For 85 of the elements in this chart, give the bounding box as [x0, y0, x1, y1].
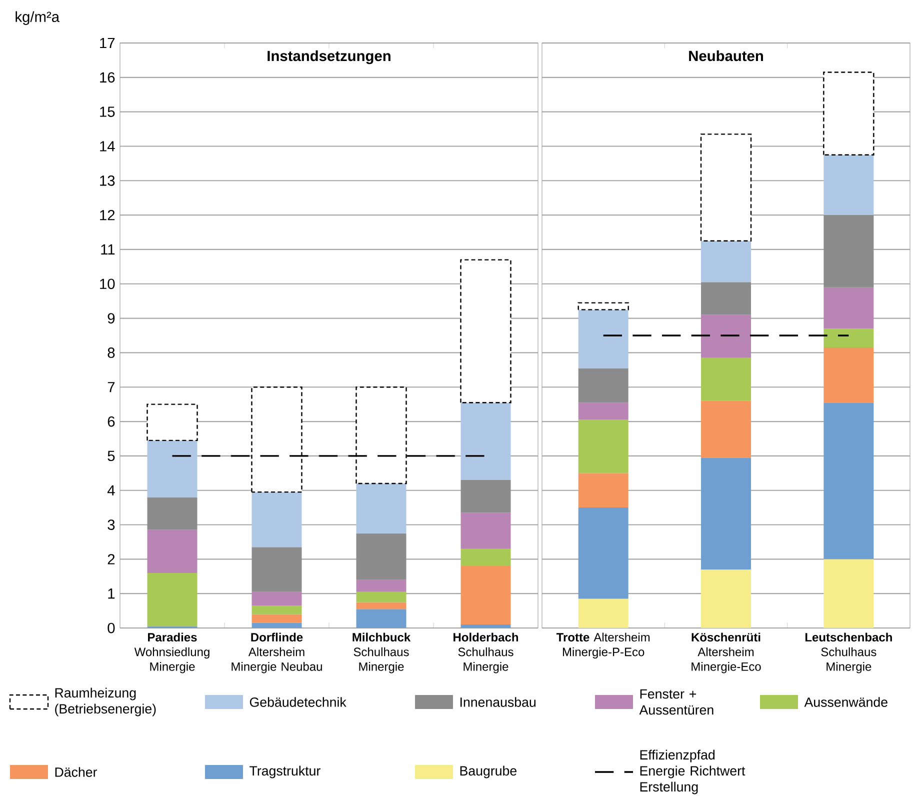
y-tick-label: 5 — [108, 450, 115, 462]
legend-label: Tragstruktur — [250, 766, 320, 778]
bar — [578, 598, 628, 628]
x-tick-label: Leutschenbach Schulhaus Minergie — [805, 632, 892, 674]
y-tick-label: 12 — [100, 210, 115, 220]
bar — [252, 622, 302, 628]
legend-label: Baugrube — [460, 766, 516, 778]
y-tick-label: 8 — [108, 348, 115, 358]
bar — [823, 72, 874, 156]
bar — [356, 533, 406, 580]
x-tick-label: Dorflinde Altersheim Minergie Neubau — [232, 632, 322, 674]
bar — [252, 614, 302, 623]
y-tick-label: 4 — [107, 485, 115, 496]
bar — [356, 592, 406, 602]
y-tick-label: 11 — [101, 244, 115, 255]
bar — [252, 547, 302, 592]
bar — [578, 473, 628, 508]
y-tick-label: 17 — [100, 38, 115, 48]
bar — [460, 624, 511, 628]
bar — [701, 358, 752, 401]
legend-label: Fenster + Aussentüren — [639, 689, 714, 715]
bar — [356, 580, 406, 592]
y-tick-label: 7 — [108, 382, 115, 392]
bar — [460, 480, 511, 513]
bar — [824, 348, 874, 403]
y-tick-label: 14 — [100, 141, 115, 152]
bar — [252, 492, 302, 548]
bar — [701, 314, 752, 358]
bar — [252, 606, 302, 614]
legend-label: Raumheizung (Betriebsenergie) — [55, 688, 156, 716]
bar — [460, 512, 511, 549]
y-tick-label: 16 — [100, 72, 115, 83]
bar — [578, 508, 628, 599]
legend-label: Gebäudetechnik — [250, 697, 346, 707]
y-tick-label: 6 — [108, 416, 115, 427]
bar — [460, 259, 512, 404]
bar — [460, 566, 511, 625]
x-tick-label: Holderbach Schulhaus Minergie — [454, 632, 518, 674]
bar — [824, 154, 874, 216]
y-axis-title: kg/m²a — [16, 11, 60, 25]
bar — [460, 548, 511, 566]
bar — [824, 559, 874, 628]
bar — [824, 287, 874, 329]
x-tick-label: Milchbuck Schulhaus Minergie — [352, 632, 411, 674]
bar — [701, 282, 752, 315]
x-tick-label: Köschenrüti Altersheim Minergie-Eco — [692, 632, 761, 674]
bar — [701, 458, 752, 570]
legend-label: Dächer — [55, 767, 98, 777]
bar — [578, 420, 628, 474]
legend-label: Effizienzpfad Energie Richtwert Erstellung — [640, 750, 746, 794]
legend-label: Innenausbau — [460, 697, 536, 707]
bar — [147, 572, 198, 626]
x-tick-label: Paradies Wohnsiedlung Minergie — [134, 632, 210, 674]
bar — [356, 483, 406, 534]
bar — [578, 368, 628, 403]
bar — [824, 215, 874, 288]
bar — [356, 602, 406, 610]
y-tick-label: 0 — [108, 622, 115, 634]
bar — [824, 328, 874, 348]
bar — [147, 440, 198, 498]
bar — [147, 530, 198, 573]
y-tick-label: 9 — [108, 313, 115, 324]
x-tick-label: Trotte Altersheim Minergie-P-Eco — [556, 632, 650, 659]
bar — [701, 240, 752, 282]
y-tick-label: 1 — [108, 588, 115, 599]
bar — [578, 302, 629, 310]
y-tick-label: 2 — [108, 554, 115, 564]
chart-title: Neubauten — [689, 50, 763, 62]
y-tick-label: 13 — [100, 175, 115, 186]
bar — [701, 400, 752, 458]
bar — [146, 404, 198, 442]
bar — [578, 402, 628, 420]
bar — [356, 609, 406, 628]
chart-title: Instandsetzungen — [268, 50, 390, 64]
y-tick-label: 10 — [100, 278, 115, 290]
bar — [460, 402, 511, 480]
bar — [701, 570, 752, 628]
bar — [578, 310, 628, 368]
bar — [824, 402, 874, 560]
legend-label: Aussenwände — [804, 697, 888, 707]
bar — [700, 134, 752, 242]
y-tick-label: 3 — [108, 520, 115, 530]
bar — [252, 592, 302, 606]
bar — [147, 497, 198, 530]
y-tick-label: 15 — [100, 106, 115, 117]
